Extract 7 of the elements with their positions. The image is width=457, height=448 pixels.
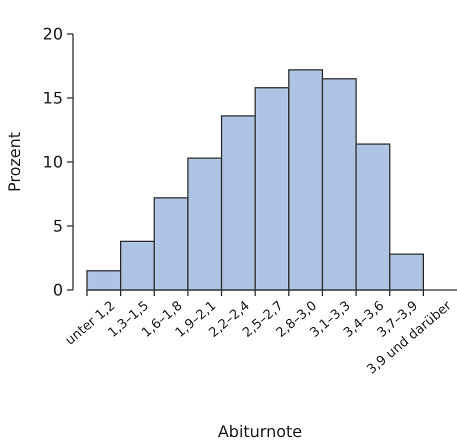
y-tick-label: 10 <box>42 152 63 172</box>
y-tick-label: 5 <box>52 216 63 236</box>
y-tick-label: 15 <box>42 88 63 108</box>
y-axis-title: Prozent <box>5 132 24 192</box>
y-tick-label: 0 <box>52 280 63 300</box>
y-tick-label: 20 <box>42 24 63 44</box>
x-axis-title: Abiturnote <box>218 422 302 441</box>
